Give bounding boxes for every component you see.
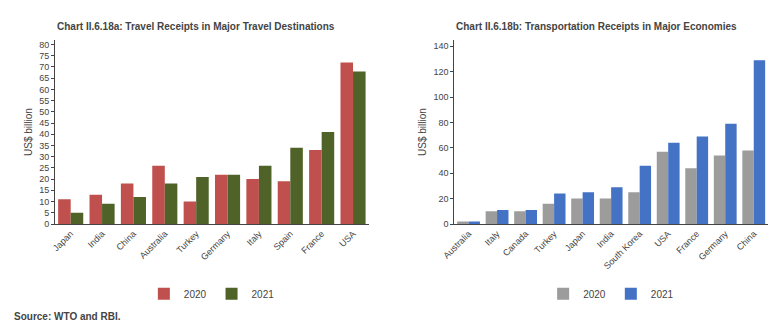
svg-text:60: 60: [438, 143, 448, 153]
svg-text:20: 20: [39, 174, 49, 184]
svg-text:30: 30: [39, 152, 49, 162]
svg-text:Germany: Germany: [697, 228, 731, 262]
svg-text:20: 20: [438, 194, 448, 204]
svg-text:Germany: Germany: [199, 228, 233, 262]
svg-text:France: France: [299, 229, 326, 256]
svg-text:100: 100: [433, 92, 448, 102]
svg-text:Canada: Canada: [501, 229, 530, 258]
svg-text:Source: WTO and RBI.: Source: WTO and RBI.: [14, 311, 121, 322]
svg-text:70: 70: [39, 62, 49, 72]
svg-text:Italy: Italy: [483, 228, 502, 247]
svg-text:Australia: Australia: [441, 229, 473, 261]
svg-text:2020: 2020: [583, 289, 606, 300]
svg-text:China: China: [114, 229, 138, 253]
svg-text:Turkey: Turkey: [532, 228, 559, 255]
svg-text:Chart II.6.18b: Transportation: Chart II.6.18b: Transportation Receipts …: [456, 21, 737, 32]
svg-text:US$ billion: US$ billion: [417, 108, 428, 156]
svg-text:40: 40: [39, 129, 49, 139]
svg-text:80: 80: [438, 118, 448, 128]
svg-text:Chart II.6.18a: Travel Receipt: Chart II.6.18a: Travel Receipts in Major…: [57, 21, 335, 32]
svg-text:India: India: [595, 229, 616, 250]
svg-text:140: 140: [433, 41, 448, 51]
svg-text:US$ billion: US$ billion: [23, 108, 34, 156]
svg-text:0: 0: [443, 219, 448, 229]
svg-text:75: 75: [39, 51, 49, 61]
svg-text:55: 55: [39, 96, 49, 106]
svg-text:2020: 2020: [184, 289, 207, 300]
svg-text:25: 25: [39, 163, 49, 173]
svg-text:40: 40: [438, 168, 448, 178]
svg-text:2021: 2021: [651, 289, 674, 300]
svg-text:120: 120: [433, 67, 448, 77]
svg-text:60: 60: [39, 85, 49, 95]
svg-text:China: China: [735, 229, 759, 253]
svg-text:India: India: [86, 229, 107, 250]
svg-text:USA: USA: [653, 229, 673, 249]
svg-text:Japan: Japan: [51, 229, 75, 253]
svg-text:65: 65: [39, 73, 49, 83]
svg-text:Spain: Spain: [272, 229, 295, 252]
svg-text:0: 0: [44, 219, 49, 229]
svg-text:5: 5: [44, 208, 49, 218]
svg-text:35: 35: [39, 141, 49, 151]
svg-text:80: 80: [39, 40, 49, 50]
svg-text:Japan: Japan: [563, 229, 587, 253]
svg-text:Turkey: Turkey: [174, 228, 201, 255]
svg-text:Italy: Italy: [245, 228, 264, 247]
svg-text:France: France: [674, 229, 701, 256]
svg-text:2021: 2021: [252, 289, 275, 300]
svg-text:USA: USA: [337, 229, 357, 249]
svg-text:South Korea: South Korea: [602, 229, 644, 271]
svg-text:50: 50: [39, 107, 49, 117]
svg-text:10: 10: [39, 197, 49, 207]
svg-text:Australia: Australia: [138, 229, 170, 261]
svg-text:15: 15: [39, 185, 49, 195]
svg-text:45: 45: [39, 118, 49, 128]
